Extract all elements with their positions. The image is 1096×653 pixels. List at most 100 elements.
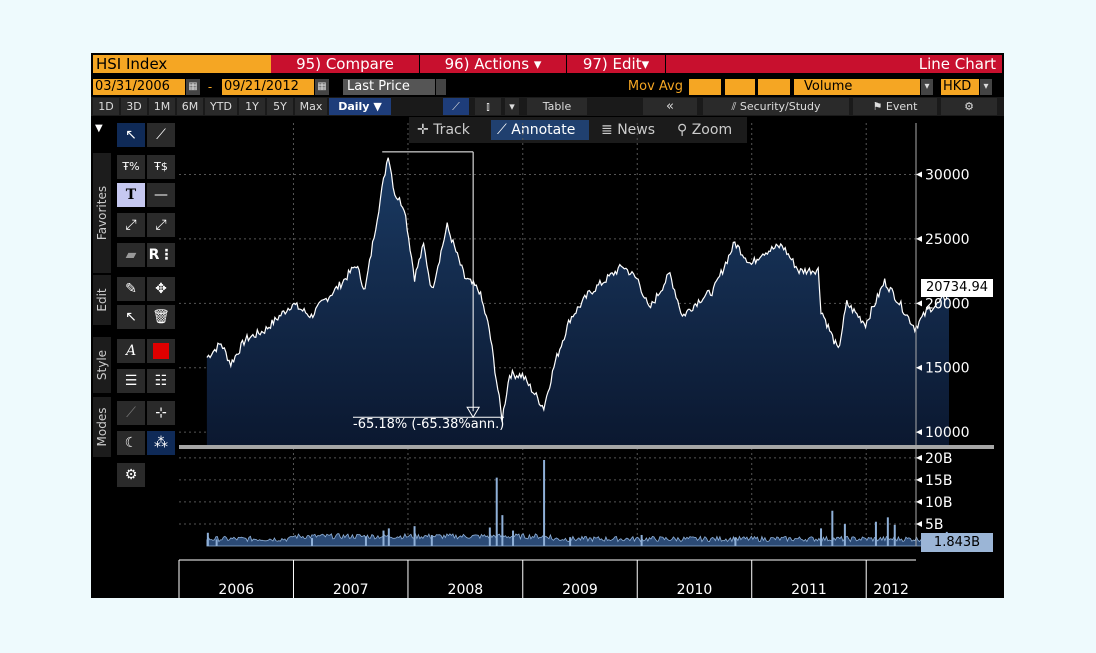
price-tick-label-3: 25000 bbox=[925, 232, 970, 248]
period-5y[interactable]: 5Y bbox=[267, 98, 293, 115]
price-tick-mark-4 bbox=[916, 171, 922, 178]
tab-favorites[interactable]: Favorites bbox=[93, 153, 111, 273]
bloomberg-terminal-window: HSI Index 95) Compare 96) Actions ▾ 97) … bbox=[91, 53, 1004, 598]
line-draw-icon[interactable]: ⟋ bbox=[147, 123, 175, 147]
period-1d[interactable]: 1D bbox=[93, 98, 119, 115]
annotation-group[interactable] bbox=[353, 151, 505, 419]
chart-area[interactable]: 10000 15000 20000 25000 30000 5B 10B 15B 20B 2006… bbox=[91, 53, 1004, 598]
volume-series bbox=[206, 460, 950, 547]
panel-collapse-icon[interactable]: ▼ bbox=[95, 123, 103, 134]
channel-icon[interactable]: ▰ bbox=[117, 243, 145, 267]
edit-label: 97) Edit bbox=[582, 55, 642, 73]
security-study-label: Security/Study bbox=[739, 100, 821, 113]
start-date-field[interactable]: 03/31/2006 bbox=[93, 79, 185, 95]
volume-tick-label-3: 20B bbox=[925, 451, 952, 467]
crosshair-snap-icon[interactable]: ⊹ bbox=[147, 401, 175, 425]
edit-button[interactable]: 97) Edit▾ bbox=[567, 55, 665, 73]
annotate-label: Annotate bbox=[511, 122, 576, 138]
compare-button[interactable]: 95) Compare bbox=[271, 55, 419, 73]
period-max[interactable]: Max bbox=[295, 98, 327, 115]
period-6m[interactable]: 6M bbox=[177, 98, 203, 115]
mov-avg-label: Mov Avg bbox=[627, 79, 683, 94]
volume-tick-mark-3 bbox=[916, 454, 922, 461]
chart-type-label: Line Chart bbox=[666, 55, 1002, 73]
retracement-icon[interactable]: R⋮ bbox=[147, 243, 175, 267]
bar-chart-icon[interactable]: ⫾ bbox=[475, 98, 501, 115]
currency-field[interactable]: HKD bbox=[941, 79, 979, 95]
tab-style[interactable]: Style bbox=[93, 337, 111, 393]
frequency-select[interactable]: Daily ▼ bbox=[329, 98, 391, 115]
volume-field[interactable]: Volume bbox=[800, 79, 920, 95]
tab-modes[interactable]: Modes bbox=[93, 397, 111, 457]
track-button[interactable]: ✛ Track bbox=[417, 120, 487, 140]
price-field-dropdown-icon[interactable] bbox=[436, 79, 446, 95]
flag-icon: ⚑ bbox=[872, 100, 883, 113]
line-width-icon[interactable]: ☰ bbox=[117, 369, 145, 393]
year-label-2010: 2010 bbox=[677, 582, 713, 598]
tool-settings-gear-icon[interactable]: ⚙ bbox=[117, 463, 145, 487]
magnifier-icon: ⚲ bbox=[677, 122, 688, 138]
trash-icon[interactable]: 🗑 bbox=[147, 305, 175, 329]
last-price-label: 20734.94 bbox=[921, 279, 993, 297]
axes bbox=[178, 123, 1004, 598]
volume-dropdown-icon[interactable]: ▾ bbox=[921, 79, 933, 95]
tab-edit[interactable]: Edit bbox=[93, 275, 111, 325]
trendline-icon[interactable]: ⤢ bbox=[117, 213, 145, 237]
end-date-field[interactable]: 09/21/2012 bbox=[222, 79, 314, 95]
price-tick-mark-2 bbox=[916, 300, 922, 307]
date-separator: - bbox=[207, 80, 213, 94]
volume-tick-mark-2 bbox=[916, 476, 922, 483]
color-palette-icon[interactable]: ⁂ bbox=[147, 431, 175, 455]
price-area bbox=[206, 157, 949, 445]
price-tick-mark-3 bbox=[916, 235, 922, 242]
security-study-button[interactable]: ⫽ Security/Study bbox=[703, 98, 849, 115]
line-style-icon[interactable]: ☷ bbox=[147, 369, 175, 393]
track-label: Track bbox=[433, 122, 470, 138]
select-arrow-icon[interactable]: ↖ bbox=[117, 123, 145, 147]
collapse-button[interactable]: « bbox=[643, 98, 697, 115]
dollar-change-icon[interactable]: Ŧ$ bbox=[147, 155, 175, 179]
mov-avg-field-1[interactable] bbox=[689, 79, 721, 95]
volume-tick-label-2: 15B bbox=[925, 473, 952, 489]
pen-icon[interactable]: ✎ bbox=[117, 277, 145, 301]
currency-dropdown-icon[interactable]: ▾ bbox=[980, 79, 992, 95]
year-label-2009: 2009 bbox=[562, 582, 598, 598]
settings-gear-icon[interactable]: ⚙ bbox=[941, 98, 997, 115]
end-calendar-icon[interactable]: ▦ bbox=[315, 79, 329, 95]
horizontal-line-icon[interactable]: — bbox=[147, 183, 175, 207]
news-button[interactable]: ≣ News bbox=[601, 120, 671, 140]
zoom-button[interactable]: ⚲ Zoom bbox=[677, 120, 747, 140]
pencil-icon: ⟋ bbox=[497, 122, 507, 138]
font-style-icon[interactable]: A bbox=[117, 339, 145, 363]
period-ytd[interactable]: YTD bbox=[205, 98, 237, 115]
move-icon[interactable]: ✥ bbox=[147, 277, 175, 301]
ticker-field[interactable]: HSI Index bbox=[93, 55, 271, 73]
actions-button[interactable]: 96) Actions ▾ bbox=[420, 55, 566, 73]
annotation-label[interactable]: -65.18% (-65.38%ann.) bbox=[353, 417, 505, 432]
annotate-button[interactable]: ⟋ Annotate bbox=[491, 120, 589, 140]
mov-avg-field-3[interactable] bbox=[758, 79, 790, 95]
period-3d[interactable]: 3D bbox=[121, 98, 147, 115]
chart-style-caret-icon[interactable]: ▾ bbox=[505, 98, 519, 115]
period-1y[interactable]: 1Y bbox=[239, 98, 265, 115]
start-calendar-icon[interactable]: ▦ bbox=[186, 79, 200, 95]
eraser-icon[interactable]: ⟋ bbox=[117, 401, 145, 425]
table-button[interactable]: Table bbox=[527, 98, 587, 115]
percent-change-icon[interactable]: Ŧ% bbox=[117, 155, 145, 179]
text-tool-icon[interactable]: T bbox=[117, 183, 145, 207]
time-axis-bg bbox=[179, 548, 1004, 551]
magnet-icon[interactable]: ☾ bbox=[117, 431, 145, 455]
line-chart-icon[interactable]: ⟋ bbox=[443, 98, 469, 115]
ray-line-icon[interactable]: ⤢ bbox=[147, 213, 175, 237]
event-button[interactable]: ⚑ Event bbox=[853, 98, 937, 115]
event-label: Event bbox=[885, 100, 918, 113]
news-icon: ≣ bbox=[601, 122, 613, 138]
price-tick-label-1: 15000 bbox=[925, 361, 970, 377]
period-1m[interactable]: 1M bbox=[149, 98, 175, 115]
price-field-select[interactable]: Last Price bbox=[343, 79, 435, 95]
mov-avg-field-2[interactable] bbox=[725, 79, 755, 95]
year-label-2006: 2006 bbox=[218, 582, 254, 598]
select-add-icon[interactable]: ↖ bbox=[117, 305, 145, 329]
color-picker-icon[interactable] bbox=[147, 339, 175, 363]
price-series bbox=[206, 157, 950, 445]
